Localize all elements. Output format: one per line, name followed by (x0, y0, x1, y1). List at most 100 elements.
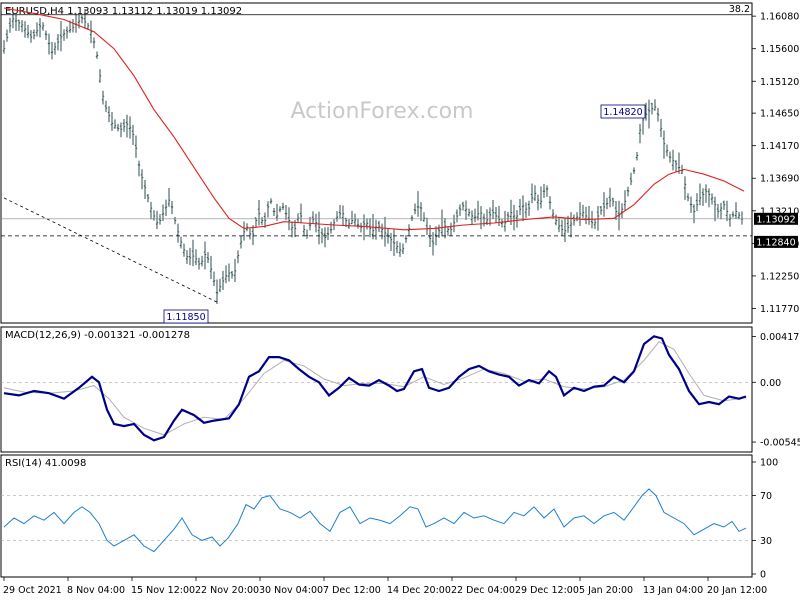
price-bar (683, 176, 687, 200)
price-bar (635, 152, 639, 161)
price-bar (2, 40, 6, 54)
price-bar (281, 202, 285, 210)
price-bar (437, 224, 441, 238)
price-bar (182, 243, 186, 257)
time-tick-label: 7 Dec 12:00 (323, 585, 381, 596)
price-bar (98, 69, 102, 83)
price-bar (593, 218, 597, 229)
price-bar (218, 278, 222, 293)
price-bar (269, 198, 273, 204)
price-bar (485, 209, 489, 226)
rsi-tick-label: 0 (760, 570, 766, 581)
price-bar (299, 203, 303, 224)
price-bar (599, 206, 603, 215)
price-bar (284, 205, 288, 221)
price-bar (185, 250, 189, 264)
price-bar (128, 116, 132, 139)
price-bar (266, 201, 270, 218)
price-bar (410, 215, 414, 222)
price-bar (110, 112, 114, 131)
price-bar (245, 223, 249, 232)
price-bar (11, 13, 15, 29)
price-bar (662, 130, 666, 159)
time-axis: 29 Oct 2021 8 Nov 04:00 15 Nov 12:00 22 Nov… (3, 577, 767, 596)
price-bar (713, 196, 717, 222)
price-bar (443, 218, 447, 239)
price-bar (167, 188, 171, 207)
price-bar (488, 207, 492, 226)
price-bar (449, 222, 453, 237)
price-bar (290, 221, 294, 238)
rsi-line (3, 488, 747, 553)
rsi-tick-label: 70 (760, 491, 772, 502)
price-tick-label: 1.15600 (760, 44, 799, 55)
price-bar (329, 221, 333, 234)
price-bar (272, 208, 276, 216)
price-bar (164, 199, 168, 217)
time-tick-label: 8 Nov 04:00 (67, 585, 125, 596)
price-bar (47, 33, 51, 55)
price-bar (95, 51, 99, 59)
price-bar (638, 123, 642, 144)
price-bar (494, 206, 498, 224)
price-bar (383, 216, 387, 247)
price-bar (341, 205, 345, 227)
price-bar (221, 270, 225, 290)
price-bar (602, 192, 606, 217)
price-bar (476, 200, 480, 221)
price-tick-label: 1.13210 (760, 206, 799, 217)
price-bars (2, 9, 744, 304)
price-bar (119, 122, 123, 138)
price-bar (206, 252, 210, 263)
price-bar (446, 226, 450, 236)
price-bar (674, 160, 678, 173)
price-bar (257, 200, 261, 226)
price-bar (548, 196, 552, 210)
macd-tick-label: 0.00 (760, 378, 781, 389)
price-bar (737, 211, 741, 220)
price-bar (242, 221, 246, 241)
price-bar (125, 114, 129, 138)
price-tick-label: 1.14650 (760, 109, 799, 120)
price-bar (455, 209, 459, 223)
time-tick-label: 22 Dec 04:00 (451, 585, 515, 596)
price-bar (62, 29, 66, 41)
price-bar (506, 211, 510, 222)
price-bar (380, 223, 384, 240)
low-callout: 1.11850 (163, 309, 209, 324)
price-bar (734, 202, 738, 219)
price-bar (560, 219, 564, 236)
price-bar (254, 217, 258, 228)
price-bar (317, 211, 321, 245)
price-bar (665, 144, 669, 157)
price-bar (605, 197, 609, 210)
level-price-tag: 1.12840 (754, 235, 798, 248)
price-bar (260, 217, 264, 226)
price-bar (113, 119, 117, 129)
price-bar (722, 200, 726, 211)
price-bar (536, 194, 540, 211)
price-tick-label: 1.11770 (760, 304, 799, 315)
price-bar (467, 208, 471, 217)
price-bar (731, 211, 735, 218)
price-bar (464, 200, 468, 221)
price-pane: ActionForex.com EURUSD,H4 1.13093 1.1311… (0, 2, 799, 324)
price-bar (335, 211, 339, 222)
price-bar (149, 201, 153, 220)
price-bar (692, 204, 696, 224)
price-bar (209, 255, 213, 280)
price-tick-label: 1.15120 (760, 77, 799, 88)
rsi-axis-ticks: 100 70 30 0 (1, 458, 778, 581)
price-bar (215, 279, 219, 304)
time-tick-label: 15 Nov 12:00 (131, 585, 195, 596)
low-label: 1.11850 (166, 312, 205, 323)
price-bar (107, 106, 111, 123)
macd-axis-ticks: 0.00417 0.00 -0.005456 (1, 332, 800, 449)
price-bar (212, 271, 216, 287)
price-bar (620, 203, 624, 219)
price-bar (719, 202, 723, 220)
price-bar (146, 194, 150, 203)
level-price-label: 1.12840 (756, 237, 795, 248)
price-bar (194, 249, 198, 266)
